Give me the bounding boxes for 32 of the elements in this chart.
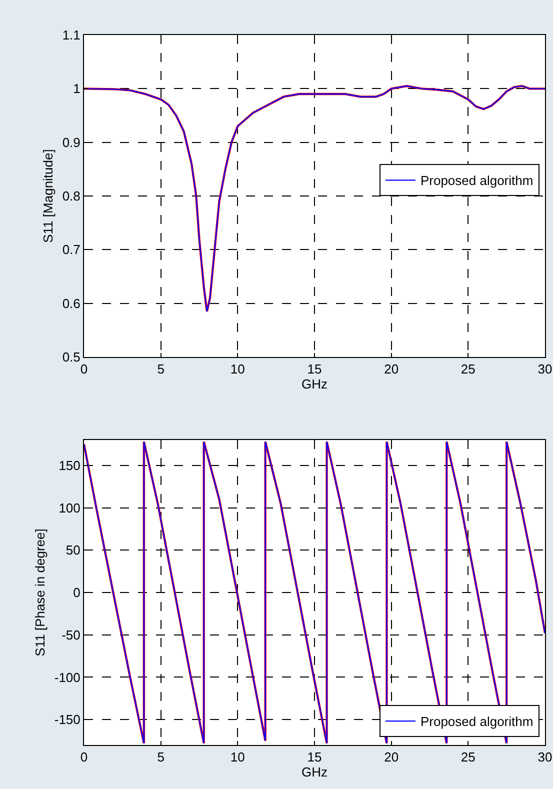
y-tick-label: 0.9	[62, 134, 80, 150]
y-tick-label: 50	[66, 542, 80, 558]
y-tick-label: 1	[73, 81, 80, 96]
y-tick-label: 0.7	[62, 242, 80, 258]
x-axis-title: GHz	[302, 376, 328, 392]
x-tick-label: 20	[384, 362, 399, 377]
legend-label: Proposed algorithm	[420, 714, 534, 730]
x-tick-label: 5	[157, 750, 164, 765]
y-tick-label: 1.1	[62, 28, 80, 43]
x-axis-title: GHz	[302, 764, 328, 780]
x-tick-label: 15	[307, 362, 322, 377]
y-tick-label: 0	[73, 585, 80, 600]
y-tick-label: 0.6	[62, 296, 80, 311]
y-tick-label: -150	[54, 712, 80, 728]
x-tick-label: 20	[384, 750, 399, 765]
legend-label: Proposed algorithm	[420, 173, 534, 188]
y-tick-label: 100	[58, 500, 80, 516]
x-tick-label: 10	[230, 362, 245, 377]
x-tick-label: 30	[538, 750, 552, 765]
x-tick-label: 5	[157, 362, 164, 377]
x-tick-label: 30	[538, 362, 552, 377]
y-tick-label: -100	[54, 670, 80, 685]
y-tick-label: 150	[58, 458, 80, 473]
x-tick-label: 15	[307, 750, 322, 765]
y-tick-label: -50	[62, 627, 80, 642]
x-tick-label: 25	[460, 362, 476, 377]
x-tick-label: 25	[460, 750, 476, 765]
y-tick-label: 0.5	[62, 350, 80, 365]
x-tick-label: 10	[230, 750, 245, 765]
y-axis-title: S11 [Magnitude]	[40, 149, 56, 243]
y-axis-title: S11 [Phase in degree]	[32, 528, 48, 656]
y-tick-label: 0.8	[62, 188, 80, 204]
